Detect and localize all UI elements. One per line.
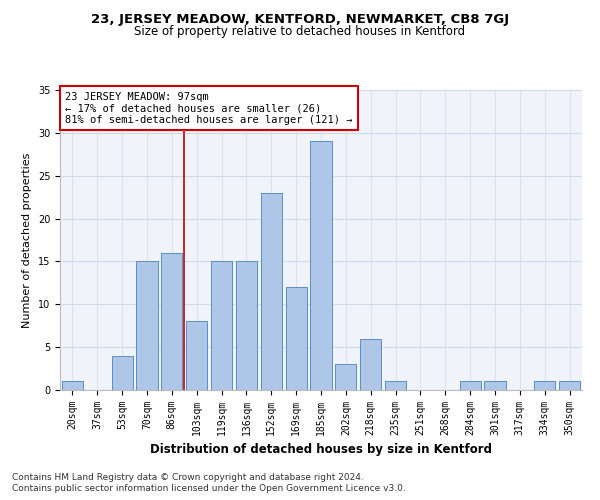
Text: Contains HM Land Registry data © Crown copyright and database right 2024.: Contains HM Land Registry data © Crown c… [12, 472, 364, 482]
Y-axis label: Number of detached properties: Number of detached properties [22, 152, 32, 328]
Text: Size of property relative to detached houses in Kentford: Size of property relative to detached ho… [134, 25, 466, 38]
Bar [136, 262, 158, 390]
Bar [62, 382, 83, 390]
Bar [211, 262, 232, 390]
Bar [161, 253, 182, 390]
Bar [236, 262, 257, 390]
Bar [385, 382, 406, 390]
Bar [335, 364, 356, 390]
Bar [559, 382, 580, 390]
Text: 23 JERSEY MEADOW: 97sqm
← 17% of detached houses are smaller (26)
81% of semi-de: 23 JERSEY MEADOW: 97sqm ← 17% of detache… [65, 92, 353, 124]
Bar [484, 382, 506, 390]
Bar [310, 142, 332, 390]
Bar [460, 382, 481, 390]
Text: Contains public sector information licensed under the Open Government Licence v3: Contains public sector information licen… [12, 484, 406, 493]
Bar [360, 338, 381, 390]
Text: 23, JERSEY MEADOW, KENTFORD, NEWMARKET, CB8 7GJ: 23, JERSEY MEADOW, KENTFORD, NEWMARKET, … [91, 12, 509, 26]
Bar [286, 287, 307, 390]
Bar [186, 322, 207, 390]
Bar [534, 382, 555, 390]
Text: Distribution of detached houses by size in Kentford: Distribution of detached houses by size … [150, 442, 492, 456]
Bar [112, 356, 133, 390]
Bar [261, 193, 282, 390]
